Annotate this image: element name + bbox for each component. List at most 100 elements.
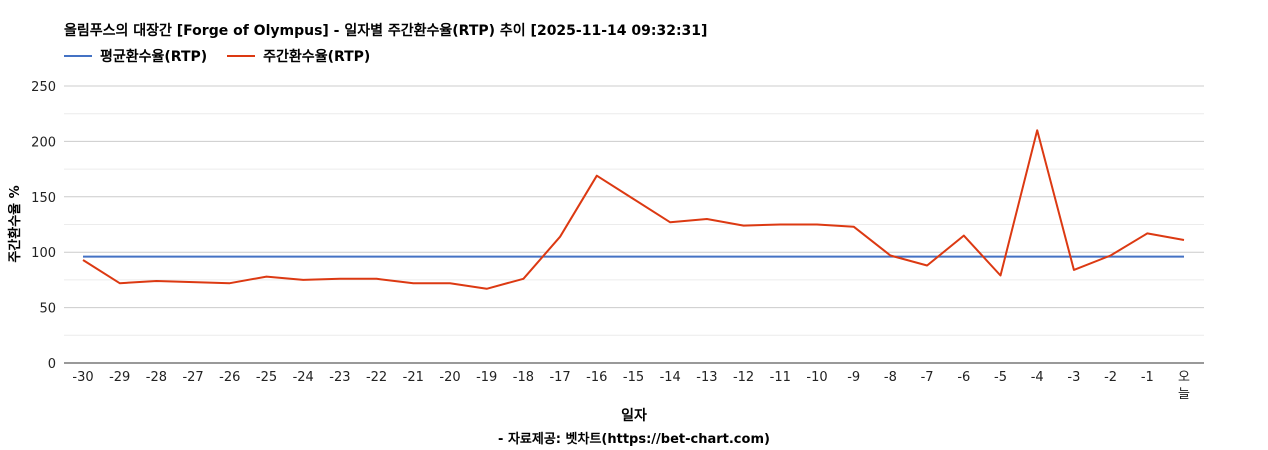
average-point[interactable] xyxy=(228,255,232,259)
weekly-point[interactable] xyxy=(705,217,709,221)
weekly-point[interactable] xyxy=(888,254,892,258)
y-tick-label: 150 xyxy=(31,191,56,206)
y-tick-label: 200 xyxy=(31,135,56,150)
weekly-point[interactable] xyxy=(154,279,158,283)
weekly-point[interactable] xyxy=(1182,238,1186,242)
average-point[interactable] xyxy=(1145,255,1149,259)
x-tick-label: -30 xyxy=(72,370,93,385)
x-tick-label: -15 xyxy=(623,370,644,385)
weekly-point[interactable] xyxy=(999,273,1003,277)
series-layer xyxy=(81,128,1186,291)
weekly-point[interactable] xyxy=(558,235,562,239)
legend-item-average[interactable]: 평균환수율(RTP) xyxy=(64,46,207,66)
weekly-point[interactable] xyxy=(338,277,342,281)
x-tick-label: -20 xyxy=(439,370,460,385)
average-point[interactable] xyxy=(375,255,379,259)
weekly-point[interactable] xyxy=(448,281,452,285)
weekly-point[interactable] xyxy=(191,280,195,284)
average-point[interactable] xyxy=(448,255,452,259)
average-point[interactable] xyxy=(1035,255,1039,259)
average-point[interactable] xyxy=(815,255,819,259)
average-point[interactable] xyxy=(632,255,636,259)
x-tick-label: -7 xyxy=(921,370,934,385)
legend-swatch-weekly xyxy=(227,55,256,57)
weekly-point[interactable] xyxy=(925,263,929,267)
x-tick-label: -12 xyxy=(733,370,754,385)
x-tick-label: -24 xyxy=(293,370,314,385)
weekly-point[interactable] xyxy=(815,223,819,227)
x-tick-label: -28 xyxy=(146,370,167,385)
weekly-point[interactable] xyxy=(485,287,489,291)
average-point[interactable] xyxy=(411,255,415,259)
weekly-point[interactable] xyxy=(1145,231,1149,235)
weekly-point[interactable] xyxy=(852,225,856,229)
average-point[interactable] xyxy=(925,255,929,259)
y-tick-label: 250 xyxy=(31,80,56,95)
average-point[interactable] xyxy=(778,255,782,259)
weekly-point[interactable] xyxy=(962,234,966,238)
legend-item-weekly[interactable]: 주간환수율(RTP) xyxy=(227,46,370,66)
x-tick-label: -11 xyxy=(770,370,791,385)
average-point[interactable] xyxy=(1072,255,1076,259)
weekly-point[interactable] xyxy=(411,281,415,285)
weekly-point[interactable] xyxy=(778,223,782,227)
average-point[interactable] xyxy=(338,255,342,259)
y-axis-label: 주간환수율 % xyxy=(7,185,23,262)
average-point[interactable] xyxy=(485,255,489,259)
series-line-weekly[interactable] xyxy=(82,129,1185,290)
average-point[interactable] xyxy=(668,255,672,259)
weekly-point[interactable] xyxy=(521,277,525,281)
average-point[interactable] xyxy=(705,255,709,259)
y-tick-label: 0 xyxy=(48,357,56,372)
weekly-point[interactable] xyxy=(1072,268,1076,272)
y-axis-ticks: 0 50 100 150 200 250 xyxy=(31,80,56,372)
weekly-point[interactable] xyxy=(118,281,122,285)
average-point[interactable] xyxy=(154,255,158,259)
weekly-point[interactable] xyxy=(1035,128,1039,132)
weekly-point[interactable] xyxy=(668,220,672,224)
legend-swatch-average xyxy=(64,55,92,57)
average-point[interactable] xyxy=(999,255,1003,259)
weekly-point[interactable] xyxy=(595,174,599,178)
average-point[interactable] xyxy=(118,255,122,259)
x-tick-label: -26 xyxy=(219,370,240,385)
source-note: - 자료제공: 벳차트(https://bet-chart.com) xyxy=(498,432,770,447)
x-tick-label: -2 xyxy=(1104,370,1117,385)
x-tick-label: -10 xyxy=(806,370,827,385)
weekly-point[interactable] xyxy=(1109,254,1113,258)
average-point[interactable] xyxy=(191,255,195,259)
x-axis-label: 일자 xyxy=(621,408,647,424)
y-tick-label: 100 xyxy=(31,246,56,261)
average-point[interactable] xyxy=(1182,255,1186,259)
x-tick-label: -21 xyxy=(403,370,424,385)
average-point[interactable] xyxy=(595,255,599,259)
x-tick-label: -23 xyxy=(329,370,350,385)
weekly-point[interactable] xyxy=(301,278,305,282)
weekly-point[interactable] xyxy=(742,224,746,228)
x-tick-label: -22 xyxy=(366,370,387,385)
average-point[interactable] xyxy=(962,255,966,259)
legend-label-average: 평균환수율(RTP) xyxy=(100,49,208,65)
weekly-point[interactable] xyxy=(81,258,85,262)
average-point[interactable] xyxy=(521,255,525,259)
average-point[interactable] xyxy=(852,255,856,259)
weekly-point[interactable] xyxy=(228,281,232,285)
weekly-point[interactable] xyxy=(265,275,269,279)
average-point[interactable] xyxy=(265,255,269,259)
average-point[interactable] xyxy=(301,255,305,259)
x-tick-label: -19 xyxy=(476,370,497,385)
average-point[interactable] xyxy=(742,255,746,259)
x-tick-label: -27 xyxy=(182,370,203,385)
x-tick-label: -14 xyxy=(660,370,681,385)
x-axis-ticks: -30 -29 -28 -27 -26 -25 -24 -23 -22 -21 -20 -19 -18-… xyxy=(72,370,1190,402)
weekly-point[interactable] xyxy=(375,277,379,281)
x-tick-label: -18 xyxy=(513,370,534,385)
chart-title: 올림푸스의 대장간 [Forge of Olympus] - 일자별 주간환수율… xyxy=(64,23,708,39)
weekly-point[interactable] xyxy=(632,197,636,201)
average-point[interactable] xyxy=(558,255,562,259)
x-tick-label: -6 xyxy=(957,370,970,385)
y-tick-label: 50 xyxy=(39,302,56,317)
grid-layer xyxy=(64,85,1204,364)
x-tick-label: -17 xyxy=(549,370,570,385)
